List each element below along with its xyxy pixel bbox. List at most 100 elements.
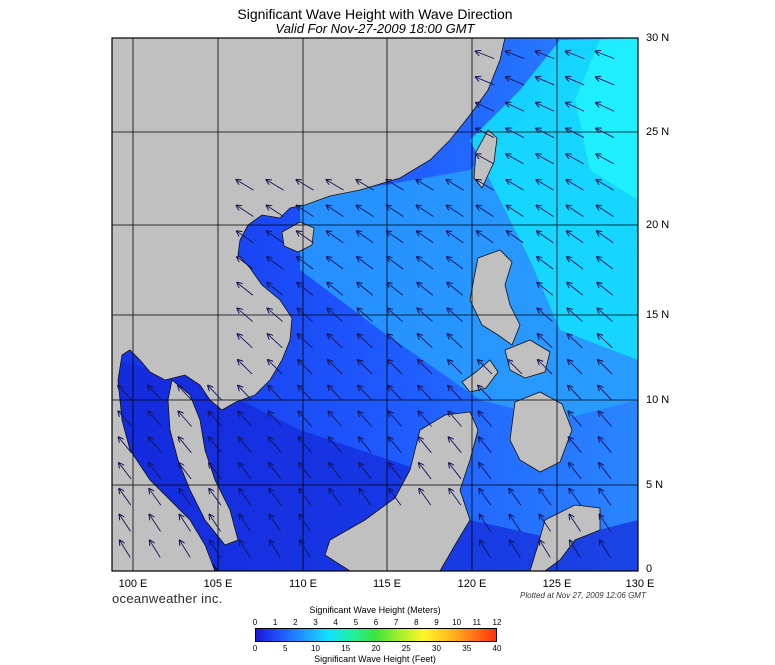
wave-direction-arrow xyxy=(239,437,252,454)
wave-direction-arrow xyxy=(388,334,403,349)
wave-direction-arrow xyxy=(566,77,585,86)
wave-direction-arrow xyxy=(119,437,132,454)
wave-direction-arrow xyxy=(269,437,282,454)
wave-direction-arrow xyxy=(597,283,614,296)
wave-direction-arrow xyxy=(179,489,192,506)
feet-tick-label: 5 xyxy=(283,644,288,653)
mindanao-island xyxy=(509,391,573,473)
wave-direction-arrow xyxy=(417,206,434,217)
wave-direction-arrow xyxy=(599,515,611,532)
wave-direction-arrow xyxy=(178,411,192,427)
wave-direction-arrow xyxy=(236,180,254,191)
wave-direction-arrow xyxy=(447,206,464,217)
wave-direction-arrow xyxy=(120,540,131,558)
wave-direction-arrow xyxy=(208,386,223,401)
meter-tick-label: 5 xyxy=(353,618,359,627)
meter-tick-label: 4 xyxy=(333,618,338,627)
wave-direction-arrow xyxy=(476,77,495,86)
wave-direction-arrow xyxy=(596,103,615,112)
wave-direction-arrow xyxy=(566,51,585,60)
meter-tick-label: 6 xyxy=(373,618,379,627)
wave-direction-arrow xyxy=(417,257,434,270)
wave-direction-arrow xyxy=(568,386,583,401)
wave-direction-arrow xyxy=(597,206,614,217)
wave-direction-arrow xyxy=(297,308,313,322)
wave-direction-arrow xyxy=(387,308,403,322)
wave-direction-arrow xyxy=(387,231,404,244)
wave-direction-arrow xyxy=(357,231,374,244)
wave-direction-arrow xyxy=(417,308,433,322)
light-wave-zone xyxy=(575,38,638,200)
wave-direction-arrow xyxy=(118,386,133,401)
wave-direction-arrow xyxy=(210,540,221,558)
wave-direction-arrow xyxy=(297,206,314,217)
wave-direction-arrow xyxy=(506,128,525,138)
wave-direction-arrow xyxy=(567,231,584,244)
wave-direction-arrow xyxy=(447,257,464,270)
wave-direction-arrow xyxy=(419,489,432,506)
wave-direction-arrow xyxy=(237,257,254,270)
wave-direction-arrow xyxy=(357,206,374,217)
wave-direction-arrow xyxy=(568,360,583,375)
meter-tick-label: 1 xyxy=(272,618,278,627)
wave-direction-arrow xyxy=(298,386,313,401)
wave-direction-arrow xyxy=(299,489,312,506)
plotted-timestamp: Plotted at Nov 27, 2009 12:06 GMT xyxy=(520,591,646,600)
wave-direction-arrow xyxy=(268,411,282,427)
wave-direction-arrow xyxy=(208,411,222,427)
wave-direction-arrow xyxy=(299,463,312,480)
wave-direction-arrow xyxy=(268,386,283,401)
wave-direction-arrow xyxy=(448,334,463,349)
wave-direction-arrow xyxy=(388,411,402,427)
wave-direction-arrow xyxy=(178,386,193,401)
wave-direction-arrow xyxy=(506,154,524,165)
wave-direction-arrow xyxy=(447,283,464,296)
wave-direction-arrow xyxy=(386,180,404,191)
wave-direction-arrow xyxy=(300,540,311,558)
wave-direction-arrow xyxy=(567,308,583,322)
wave-direction-arrow xyxy=(599,437,612,454)
wave-direction-arrow xyxy=(237,231,254,244)
luzon-island xyxy=(469,249,521,346)
wave-direction-arrow xyxy=(180,540,191,558)
wave-direction-arrow xyxy=(597,257,614,270)
wave-direction-arrow xyxy=(569,515,581,532)
wave-direction-arrow xyxy=(328,411,342,427)
wave-direction-arrow xyxy=(477,206,494,217)
wave-direction-arrow xyxy=(476,180,494,191)
wave-direction-arrow xyxy=(358,411,372,427)
feet-tick-label: 10 xyxy=(311,644,320,653)
wave-direction-arrow xyxy=(540,540,551,558)
wave-direction-arrow xyxy=(358,386,373,401)
wave-direction-arrow xyxy=(150,540,161,558)
wave-direction-arrow xyxy=(417,231,434,244)
wave-direction-arrow xyxy=(238,334,253,349)
wave-direction-arrow xyxy=(596,77,615,86)
wave-direction-arrow xyxy=(568,334,583,349)
wave-direction-arrow xyxy=(597,231,614,244)
wave-direction-arrow xyxy=(537,206,554,217)
wave-direction-arrow xyxy=(329,489,342,506)
wave-direction-arrow xyxy=(267,231,284,244)
wave-direction-arrow xyxy=(476,51,495,60)
wave-direction-arrow xyxy=(506,180,524,191)
meter-tick-label: 3 xyxy=(313,618,318,627)
wave-direction-arrow xyxy=(536,180,554,191)
wave-direction-arrow xyxy=(297,283,314,296)
wave-direction-arrow xyxy=(506,103,525,112)
wave-direction-arrow xyxy=(359,489,372,506)
wave-direction-arrow xyxy=(267,257,284,270)
wave-direction-arrow xyxy=(267,308,283,322)
wave-direction-arrow xyxy=(149,437,162,454)
wave-direction-arrow xyxy=(419,463,432,480)
wave-direction-arrow xyxy=(509,515,521,532)
wave-direction-arrow xyxy=(269,515,281,532)
meter-tick-label: 0 xyxy=(252,618,258,627)
lon-label-120e: 120 E xyxy=(457,578,487,590)
oceanweather-brand: oceanweather inc. xyxy=(112,591,223,606)
wave-direction-arrow xyxy=(566,128,585,138)
meter-tick-label: 7 xyxy=(393,618,399,627)
borneo-island xyxy=(324,411,479,571)
wave-direction-arrow xyxy=(506,77,525,86)
wave-direction-arrow xyxy=(508,360,523,375)
